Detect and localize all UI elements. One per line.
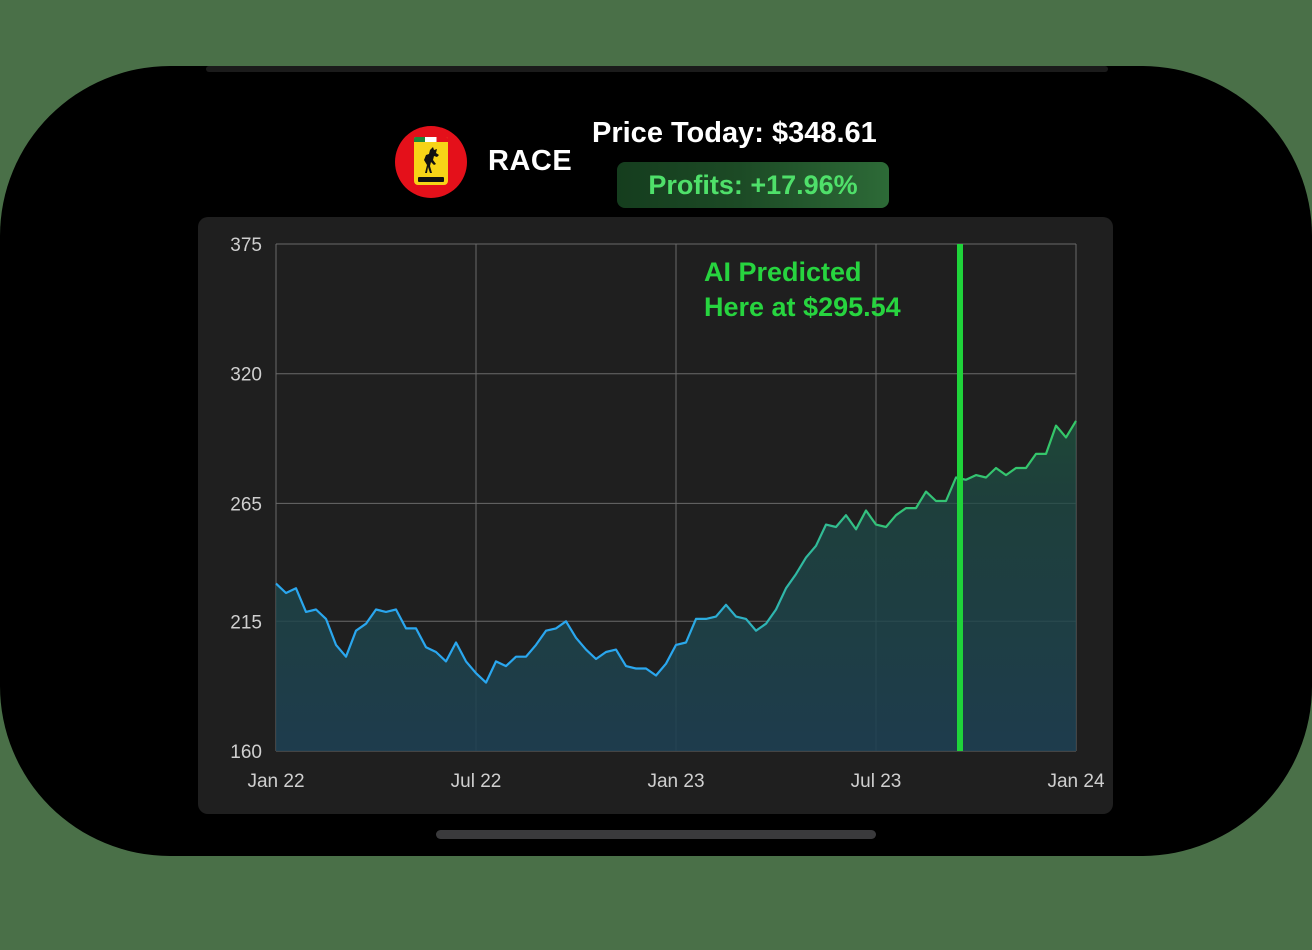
- price-chart: 375 320 265 215 160 Jan 22 Jul 22 Jan 23 Jul 23 J…: [230, 235, 1105, 792]
- y-tick-label: 375: [230, 235, 262, 256]
- y-tick-label: 215: [230, 612, 262, 633]
- price-area-fill: [276, 420, 1076, 751]
- y-tick-label: 320: [230, 365, 262, 386]
- home-indicator: [436, 830, 876, 839]
- ferrari-wordmark: [418, 177, 444, 182]
- x-tick-label: Jul 23: [851, 771, 902, 792]
- price-series-line: [275, 420, 1077, 684]
- chart-area-layer: [276, 420, 1076, 751]
- chart-labels: 375 320 265 215 160 Jan 22 Jul 22 Jan 23 Jul 23 J…: [230, 235, 1105, 792]
- ticker-symbol: RACE: [488, 145, 573, 177]
- prediction-annotation: AI Predicted: [704, 257, 862, 287]
- ferrari-shield-icon: [414, 137, 448, 185]
- price-today: Price Today: $348.61: [592, 117, 877, 149]
- prancing-horse-icon: [424, 147, 439, 173]
- italian-flag-stripe: [414, 137, 448, 142]
- x-tick-label: Jan 23: [647, 771, 704, 792]
- prediction-annotation: Here at $295.54: [704, 292, 901, 322]
- profits-badge: Profits: +17.96%: [617, 162, 889, 208]
- chart-line-layer: [275, 420, 1077, 684]
- x-tick-label: Jul 22: [451, 771, 502, 792]
- ferrari-logo: [395, 126, 467, 198]
- x-tick-label: Jan 24: [1047, 771, 1104, 792]
- device-top-edge: [206, 66, 1108, 72]
- y-tick-label: 160: [230, 742, 262, 763]
- x-tick-label: Jan 22: [247, 771, 304, 792]
- y-tick-label: 265: [230, 494, 262, 515]
